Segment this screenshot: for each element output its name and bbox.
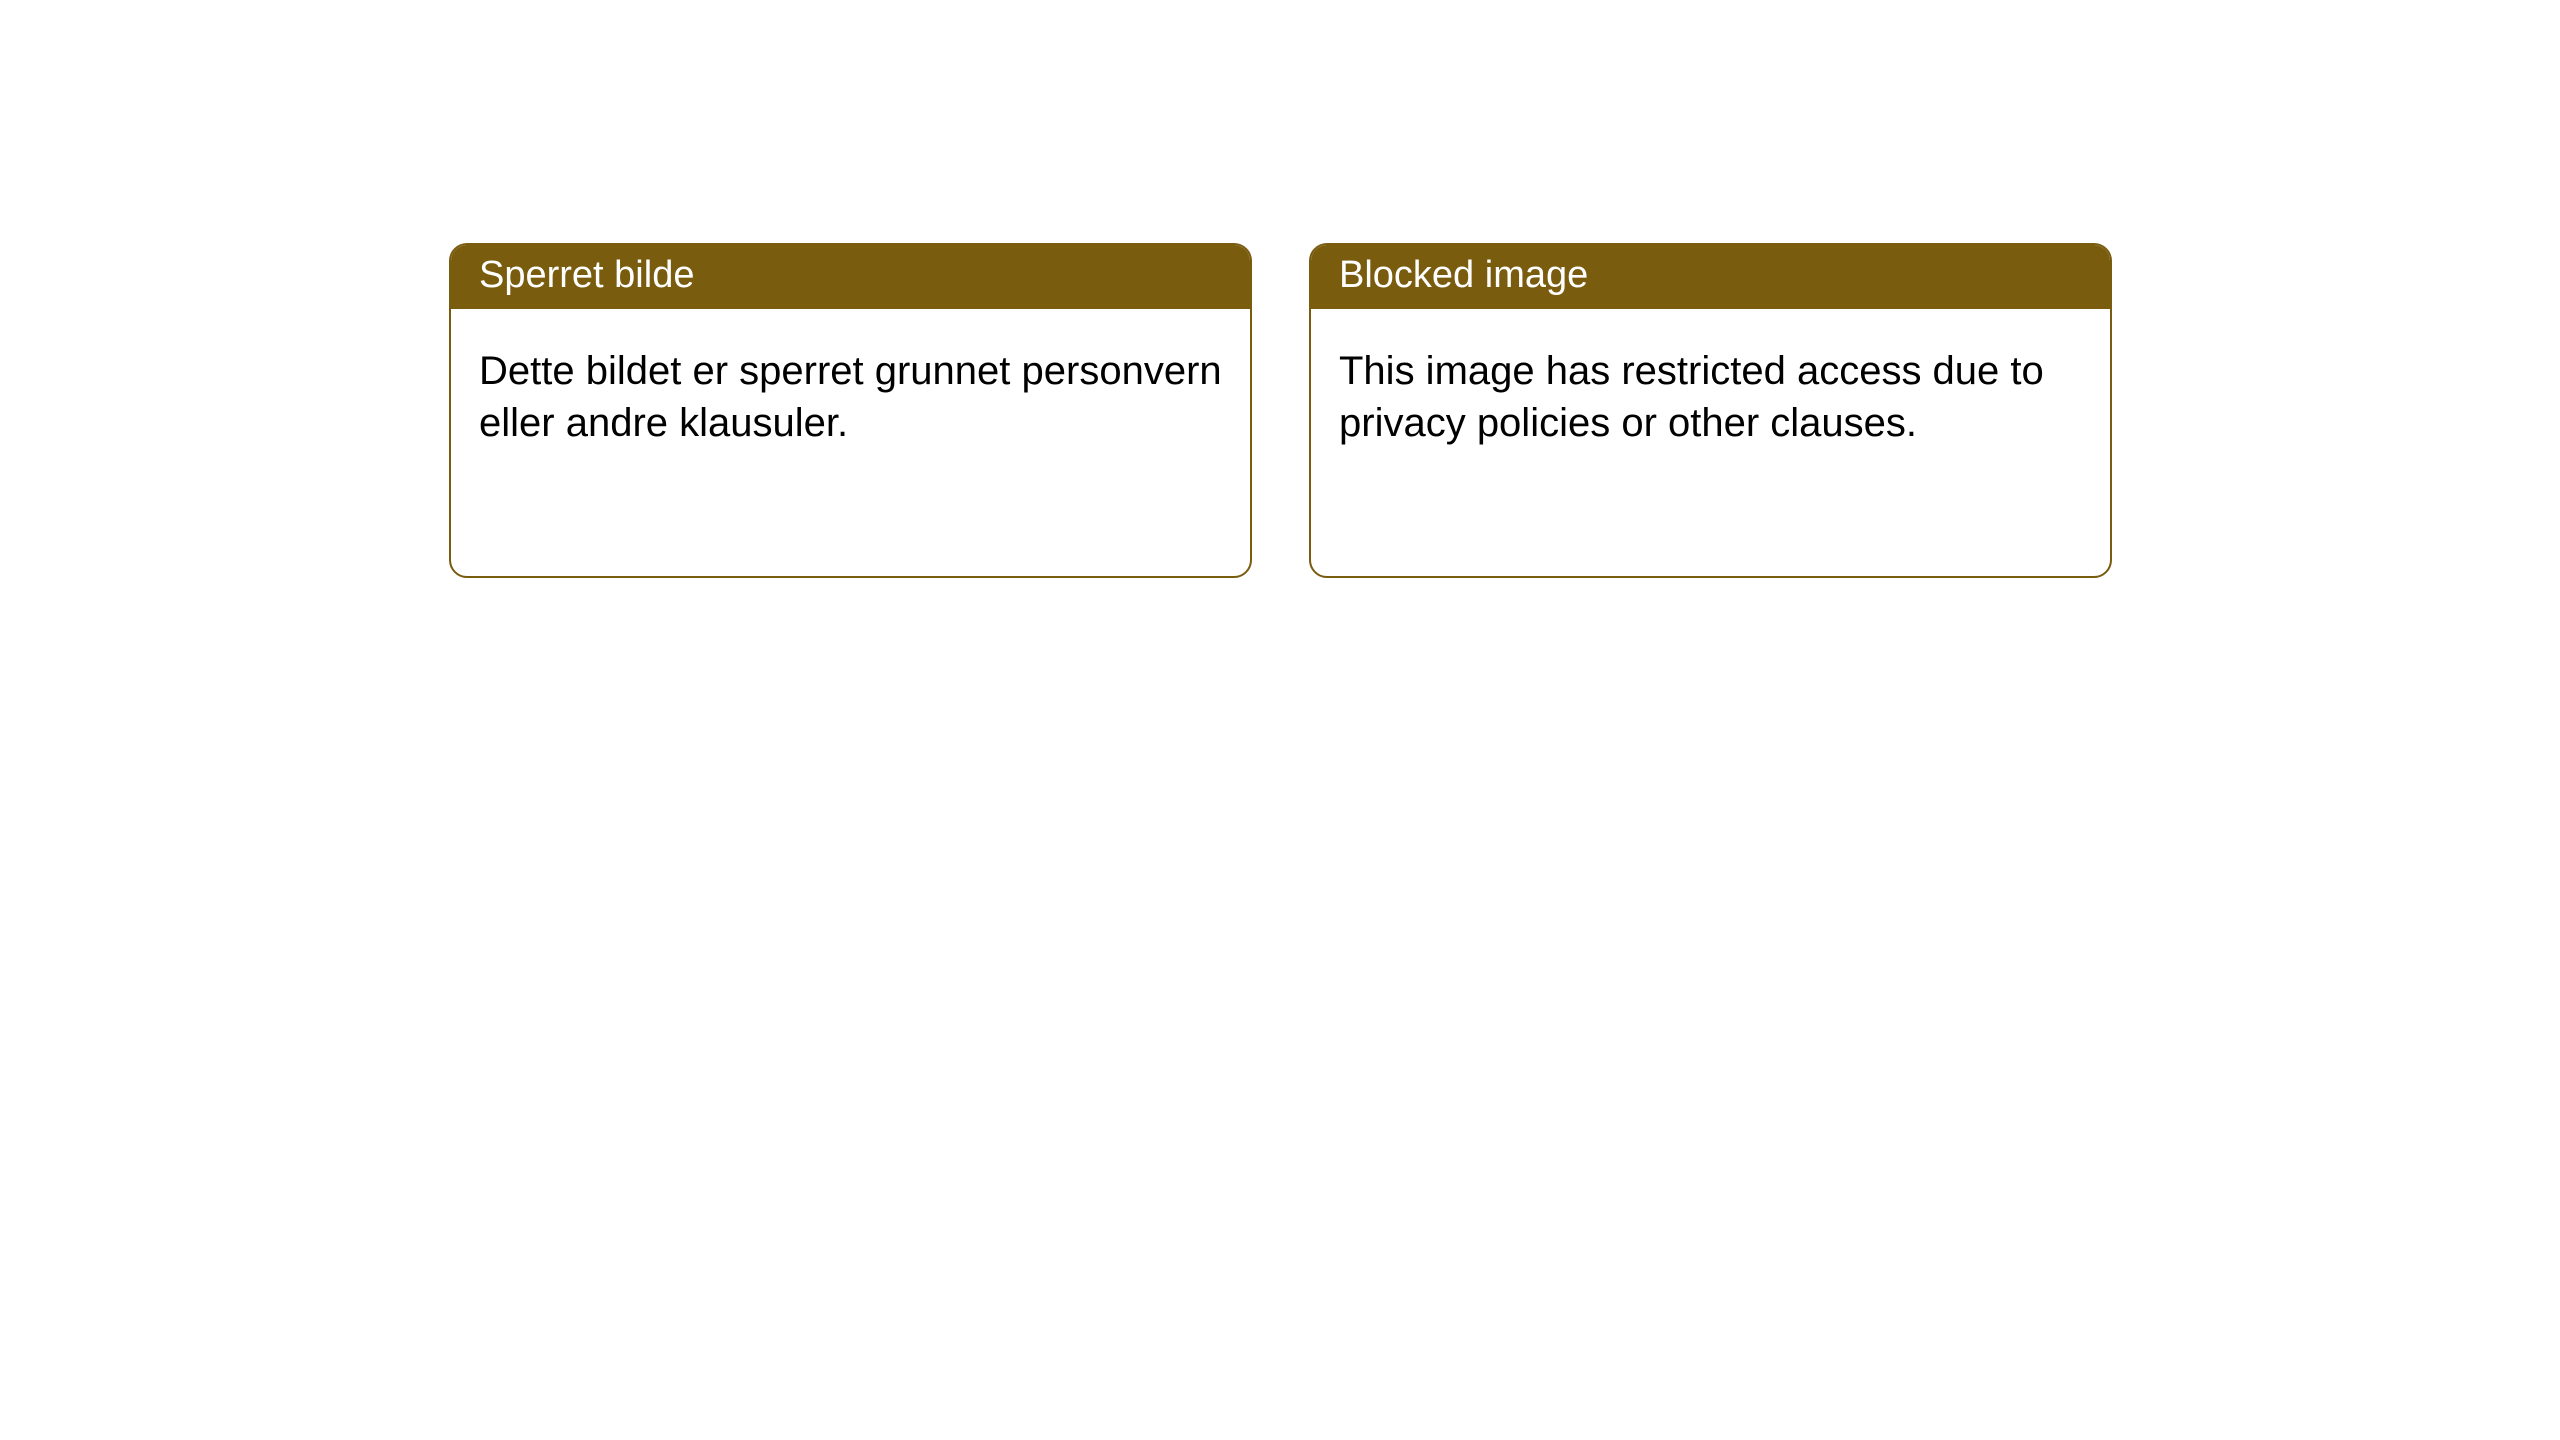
notice-box-english: Blocked image This image has restricted … — [1309, 243, 2112, 578]
notice-body-norwegian: Dette bildet er sperret grunnet personve… — [451, 309, 1250, 477]
notice-box-norwegian: Sperret bilde Dette bildet er sperret gr… — [449, 243, 1252, 578]
notice-header-norwegian: Sperret bilde — [451, 245, 1250, 309]
notice-body-english: This image has restricted access due to … — [1311, 309, 2110, 477]
notices-container: Sperret bilde Dette bildet er sperret gr… — [0, 0, 2560, 578]
notice-header-english: Blocked image — [1311, 245, 2110, 309]
